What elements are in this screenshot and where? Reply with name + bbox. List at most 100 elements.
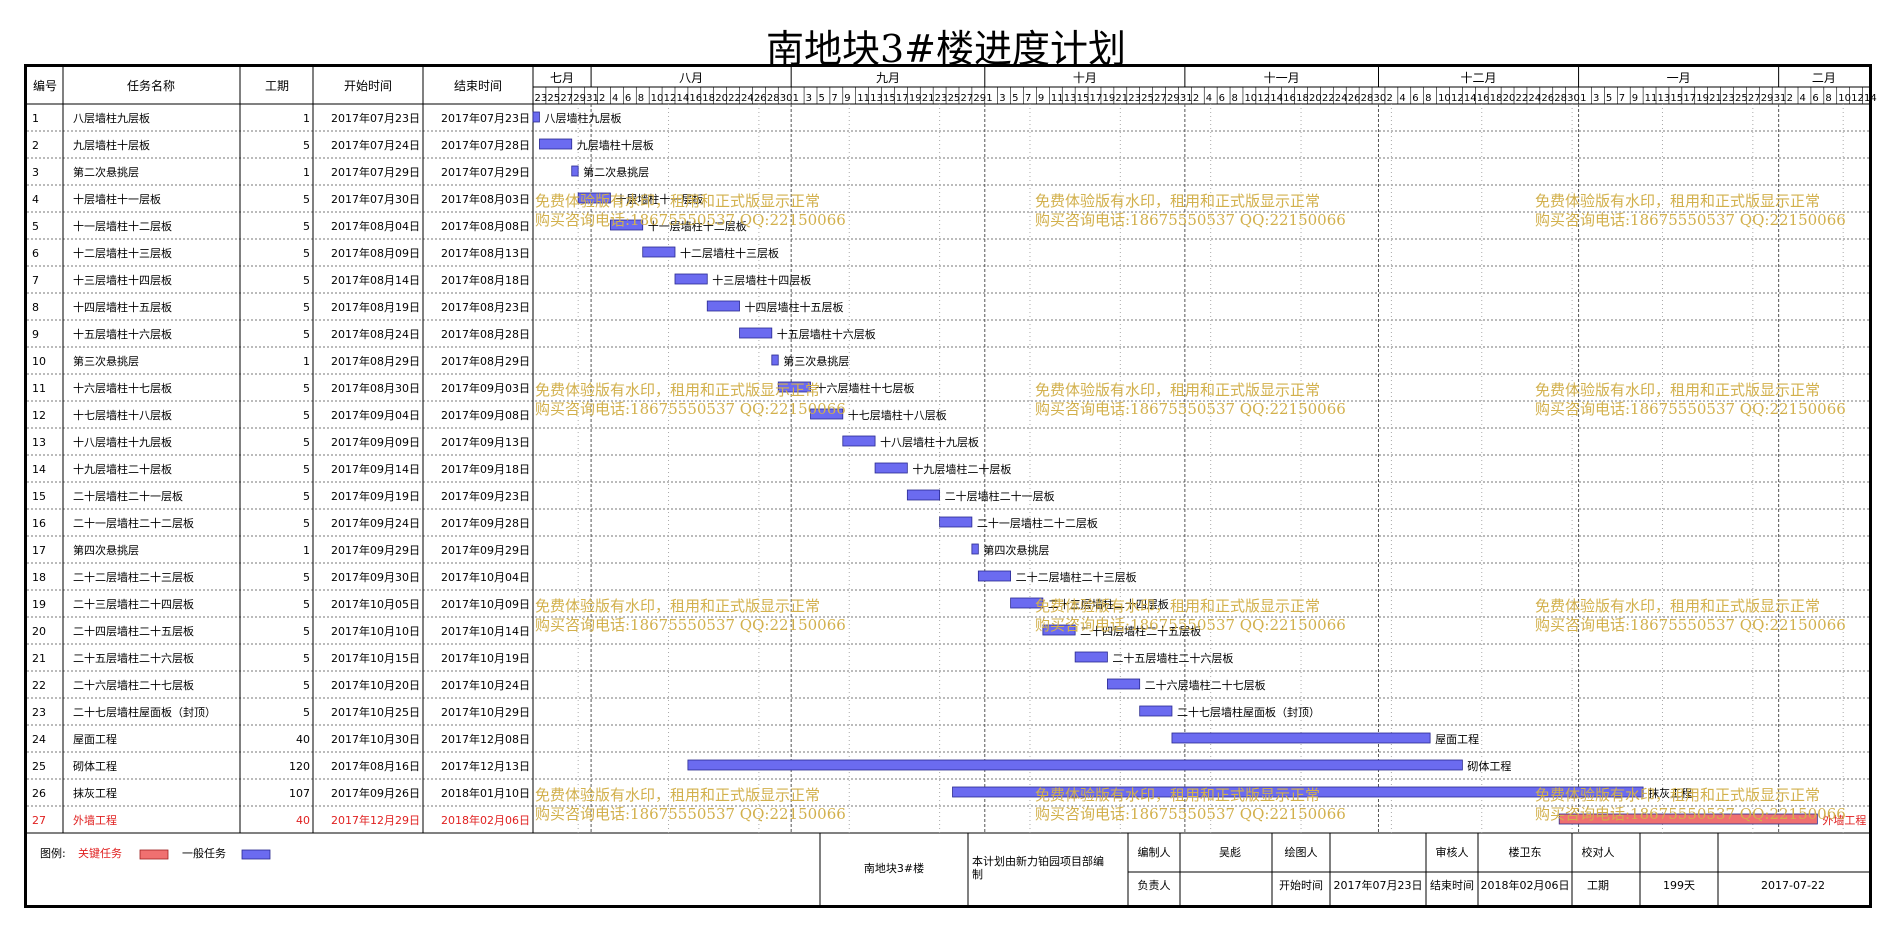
- task-start: 2017年10月25日: [331, 705, 420, 719]
- task-duration: 5: [303, 706, 310, 719]
- task-bar-label: 二十四层墙柱二十五层板: [1080, 624, 1201, 638]
- task-duration: 5: [303, 517, 310, 530]
- day-label: 6: [1219, 93, 1225, 104]
- task-bar-label: 十八层墙柱十九层板: [880, 435, 979, 449]
- footer-reviewer-label: 审核人: [1436, 845, 1469, 859]
- task-bar: [674, 273, 708, 285]
- task-name: 十四层墙柱十五层板: [73, 300, 172, 314]
- day-label: 12: [1257, 93, 1270, 104]
- task-end: 2018年02月06日: [441, 813, 530, 827]
- task-duration: 5: [303, 220, 310, 233]
- watermark-line1: 免费体验版有水印，租用和正式版显示正常: [1035, 192, 1320, 210]
- day-label: 11: [857, 93, 870, 104]
- task-bar: [1010, 597, 1044, 609]
- task-bar-label: 八层墙柱九层板: [544, 111, 621, 125]
- task-duration: 5: [303, 571, 310, 584]
- task-end: 2017年09月28日: [441, 516, 530, 530]
- task-end: 2017年09月03日: [441, 381, 530, 395]
- task-start: 2017年09月30日: [331, 570, 420, 584]
- task-duration: 5: [303, 598, 310, 611]
- day-label: 10: [1438, 93, 1451, 104]
- footer-start-label: 开始时间: [1279, 878, 1323, 892]
- watermark-line1: 免费体验版有水印，租用和正式版显示正常: [1035, 597, 1320, 615]
- day-label: 27: [560, 93, 573, 104]
- day-label: 7: [831, 93, 837, 104]
- watermark-line1: 免费体验版有水印，租用和正式版显示正常: [535, 192, 820, 210]
- task-start: 2017年08月30日: [331, 381, 420, 395]
- task-duration: 5: [303, 652, 310, 665]
- task-bar-label: 二十三层墙柱二十四层板: [1048, 597, 1169, 611]
- page-title: 南地块3#楼进度计划: [765, 27, 1127, 71]
- task-start: 2017年08月24日: [331, 327, 420, 341]
- task-bar: [842, 435, 876, 447]
- task-start: 2017年08月19日: [331, 300, 420, 314]
- task-bar-label: 二十一层墙柱二十二层板: [977, 516, 1098, 530]
- task-end: 2017年10月19日: [441, 651, 530, 665]
- task-start: 2017年10月05日: [331, 597, 420, 611]
- task-end: 2017年09月13日: [441, 435, 530, 449]
- task-bar: [687, 759, 1463, 771]
- task-duration: 5: [303, 301, 310, 314]
- day-label: 4: [1206, 93, 1212, 104]
- task-id: 15: [32, 490, 46, 503]
- day-label: 23: [1128, 93, 1141, 104]
- day-label: 30: [1567, 93, 1580, 104]
- month-label: 一月: [1667, 71, 1691, 85]
- day-label: 22: [1322, 93, 1335, 104]
- day-label: 13: [1064, 93, 1077, 104]
- day-label: 23: [1722, 93, 1735, 104]
- task-end: 2017年10月14日: [441, 624, 530, 638]
- task-end: 2017年10月04日: [441, 570, 530, 584]
- task-name: 二十层墙柱二十一层板: [73, 489, 183, 503]
- task-duration: 107: [289, 787, 310, 800]
- day-label: 5: [1012, 93, 1018, 104]
- day-label: 25: [547, 93, 560, 104]
- task-duration: 5: [303, 625, 310, 638]
- day-label: 28: [1361, 93, 1374, 104]
- watermark-line1: 免费体验版有水印，租用和正式版显示正常: [535, 597, 820, 615]
- day-label: 26: [1541, 93, 1554, 104]
- watermark-line1: 免费体验版有水印，租用和正式版显示正常: [535, 381, 820, 399]
- day-label: 13: [1658, 93, 1671, 104]
- task-bar-label: 二十二层墙柱二十三层板: [1016, 570, 1137, 584]
- task-id: 8: [32, 301, 39, 314]
- task-name: 砌体工程: [73, 759, 117, 773]
- watermark-line2: 购买咨询电话:18675550537 QQ:22150066: [1535, 400, 1846, 418]
- column-header: 结束时间: [454, 79, 502, 93]
- day-label: 18: [1296, 93, 1309, 104]
- month-label: 十二月: [1461, 71, 1497, 85]
- task-start: 2017年09月09日: [331, 435, 420, 449]
- task-name: 二十一层墙柱二十二层板: [73, 516, 194, 530]
- task-id: 22: [32, 679, 46, 692]
- task-id: 21: [32, 652, 46, 665]
- task-bar-label: 二十七层墙柱屋面板（封顶）: [1177, 705, 1320, 719]
- task-bar: [739, 327, 773, 339]
- watermark-line1: 免费体验版有水印，租用和正式版显示正常: [1035, 786, 1320, 804]
- column-header: 编号: [33, 78, 57, 93]
- day-label: 29: [1761, 93, 1774, 104]
- day-label: 31: [586, 93, 599, 104]
- task-duration: 40: [296, 814, 310, 827]
- day-label: 1: [793, 93, 799, 104]
- day-label: 9: [1038, 93, 1044, 104]
- task-start: 2017年07月24日: [331, 138, 420, 152]
- task-end: 2017年08月23日: [441, 300, 530, 314]
- day-label: 15: [883, 93, 896, 104]
- month-label: 八月: [679, 71, 703, 85]
- task-end: 2017年10月09日: [441, 597, 530, 611]
- task-name: 十二层墙柱十三层板: [73, 246, 172, 260]
- day-label: 20: [1503, 93, 1516, 104]
- day-label: 2: [1193, 93, 1199, 104]
- task-bar: [1558, 813, 1818, 825]
- day-label: 25: [948, 93, 961, 104]
- task-id: 26: [32, 787, 46, 800]
- day-label: 5: [818, 93, 824, 104]
- task-id: 2: [32, 139, 39, 152]
- task-id: 4: [32, 193, 39, 206]
- watermark-line2: 购买咨询电话:18675550537 QQ:22150066: [1035, 211, 1346, 229]
- task-end: 2017年09月23日: [441, 489, 530, 503]
- task-id: 7: [32, 274, 39, 287]
- task-bar: [642, 246, 676, 258]
- day-label: 12: [1451, 93, 1464, 104]
- task-name: 十七层墙柱十八层板: [73, 408, 172, 422]
